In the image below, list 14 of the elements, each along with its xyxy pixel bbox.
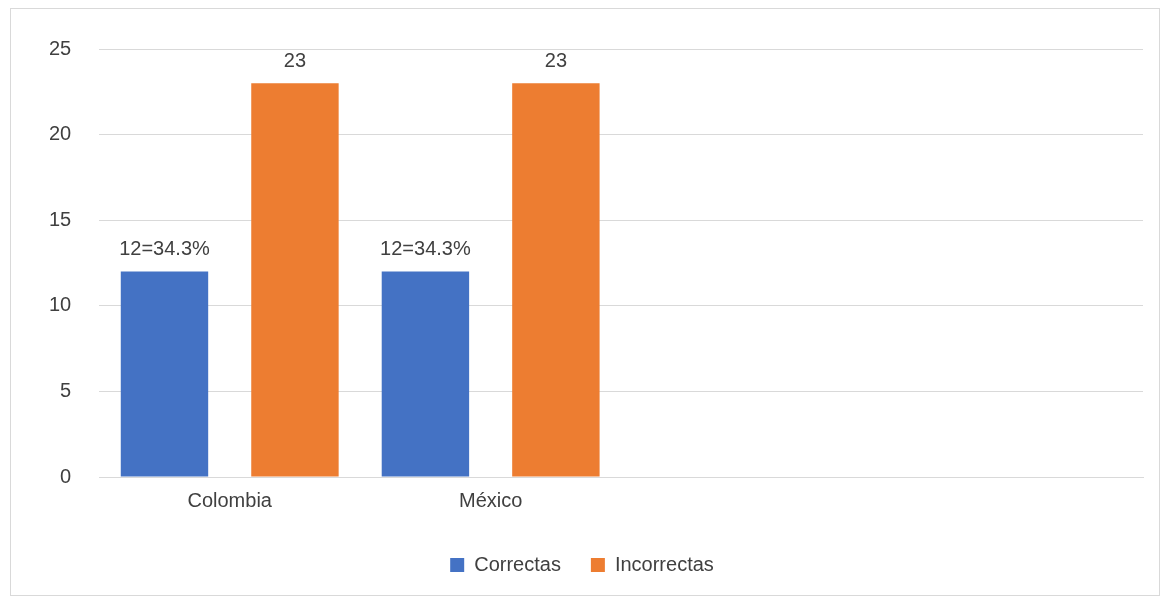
y-tick-label: 20 [49,122,72,145]
y-tick-label: 5 [60,378,72,401]
data-label: 12=34.3% [119,237,211,260]
y-tick-label: 0 [60,464,72,487]
x-tick-label: México [458,488,523,511]
legend-label: Correctas [474,552,561,575]
y-tick-label: 10 [49,293,72,316]
y-tick-label: 25 [49,36,72,59]
data-label: 12=34.3% [380,237,471,260]
x-tick-label: Colombia [187,488,273,511]
data-label: 23 [544,48,568,71]
legend-label: Incorrectas [614,552,714,575]
y-tick-label: 15 [49,207,72,230]
data-label: 23 [283,48,307,71]
